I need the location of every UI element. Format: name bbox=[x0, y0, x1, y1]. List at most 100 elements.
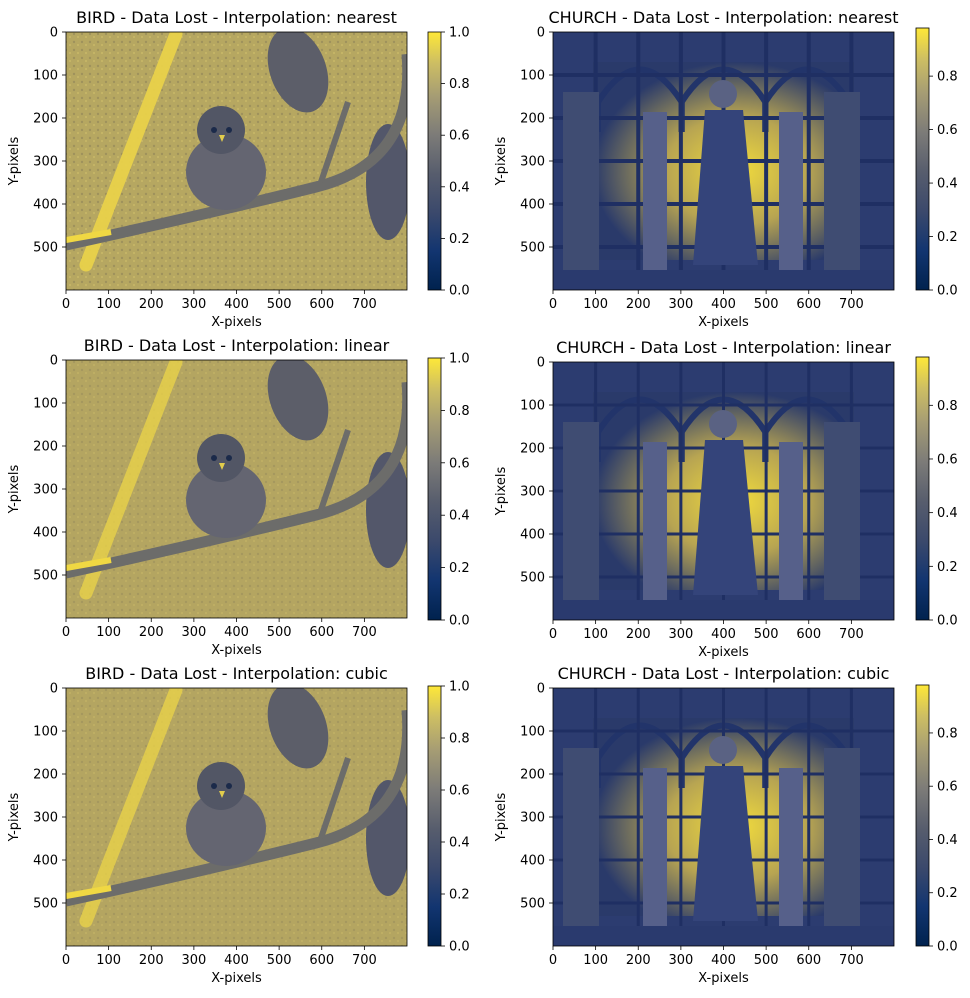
x-tick-label: 200 bbox=[139, 953, 164, 968]
colorbar-tick-label: 0.8 bbox=[449, 732, 470, 747]
subplot-2: CHURCH - Data Lost - Interpolation: near… bbox=[494, 8, 958, 330]
chart-title: BIRD - Data Lost - Interpolation: neares… bbox=[76, 8, 397, 27]
image-pillar bbox=[563, 748, 599, 946]
y-tick-label: 400 bbox=[520, 198, 545, 213]
colorbar-tick-label: 0.8 bbox=[449, 77, 470, 92]
image-figure-head bbox=[709, 80, 737, 108]
image-bird-eye bbox=[226, 783, 232, 789]
y-tick-label: 500 bbox=[33, 241, 58, 256]
colorbar-tick-label: 0.8 bbox=[937, 726, 958, 741]
y-tick-label: 200 bbox=[520, 768, 545, 783]
image-bird-eye bbox=[226, 127, 232, 133]
x-tick-label: 700 bbox=[352, 953, 377, 968]
colorbar-tick-label: 1.0 bbox=[449, 26, 470, 41]
subplot-3: BIRD - Data Lost - Interpolation: linear… bbox=[7, 336, 470, 658]
x-tick-label: 700 bbox=[352, 625, 377, 640]
colorbar-tick-label: 0.8 bbox=[449, 404, 470, 419]
x-tick-label: 0 bbox=[549, 297, 557, 312]
x-tick-label: 100 bbox=[583, 297, 608, 312]
x-tick-label: 300 bbox=[181, 953, 206, 968]
y-tick-label: 200 bbox=[520, 112, 545, 127]
y-tick-label: 400 bbox=[520, 854, 545, 869]
y-tick-label: 400 bbox=[520, 528, 545, 543]
y-tick-label: 500 bbox=[520, 571, 545, 586]
y-tick-label: 100 bbox=[520, 725, 545, 740]
image-pillar bbox=[824, 748, 860, 946]
image-pillar bbox=[563, 92, 599, 290]
x-tick-label: 400 bbox=[711, 953, 736, 968]
y-tick-label: 300 bbox=[33, 483, 58, 498]
x-tick-label: 300 bbox=[181, 625, 206, 640]
y-axis-label: Y-pixels bbox=[494, 136, 509, 186]
colorbar-tick-label: 0.0 bbox=[449, 940, 470, 955]
y-tick-label: 0 bbox=[537, 682, 545, 697]
x-axis-label: X-pixels bbox=[211, 971, 262, 986]
y-axis-label: Y-pixels bbox=[494, 466, 509, 516]
subplot-4: CHURCH - Data Lost - Interpolation: line… bbox=[494, 338, 958, 660]
x-tick-label: 400 bbox=[224, 953, 249, 968]
image-figure-head bbox=[709, 410, 737, 438]
image-pillar bbox=[779, 112, 803, 290]
colorbar-tick-label: 0.6 bbox=[937, 452, 958, 467]
colorbar-tick-label: 0.4 bbox=[449, 509, 470, 524]
x-tick-label: 600 bbox=[309, 953, 334, 968]
image-bird-eye bbox=[211, 455, 217, 461]
y-tick-label: 400 bbox=[33, 526, 58, 541]
y-tick-label: 300 bbox=[33, 155, 58, 170]
chart-title: CHURCH - Data Lost - Interpolation: near… bbox=[549, 8, 899, 27]
x-tick-label: 700 bbox=[839, 297, 864, 312]
colorbar-tick-label: 0.6 bbox=[937, 123, 958, 138]
x-tick-label: 0 bbox=[62, 953, 70, 968]
y-axis-label: Y-pixels bbox=[7, 792, 22, 842]
x-tick-label: 600 bbox=[796, 953, 821, 968]
chart-title: CHURCH - Data Lost - Interpolation: cubi… bbox=[558, 664, 890, 683]
subplot-1: BIRD - Data Lost - Interpolation: neares… bbox=[7, 8, 470, 330]
y-tick-label: 300 bbox=[520, 155, 545, 170]
colorbar-tick-label: 1.0 bbox=[449, 680, 470, 695]
colorbar-tick-label: 0.2 bbox=[937, 886, 958, 901]
heatmap-image bbox=[553, 688, 894, 946]
y-tick-label: 400 bbox=[33, 854, 58, 869]
x-tick-label: 500 bbox=[754, 953, 779, 968]
image-floor bbox=[553, 270, 894, 290]
chart-title: CHURCH - Data Lost - Interpolation: line… bbox=[556, 338, 891, 357]
y-tick-label: 100 bbox=[33, 725, 58, 740]
x-tick-label: 200 bbox=[626, 953, 651, 968]
colorbar-tick-label: 0.2 bbox=[449, 232, 470, 247]
y-tick-label: 400 bbox=[33, 198, 58, 213]
image-figure-head bbox=[709, 736, 737, 764]
x-tick-label: 700 bbox=[839, 627, 864, 642]
colorbar-tick-label: 0.8 bbox=[937, 399, 958, 414]
x-tick-label: 300 bbox=[668, 953, 693, 968]
image-floor bbox=[553, 926, 894, 946]
colorbar-tick-label: 0.2 bbox=[937, 230, 958, 245]
x-tick-label: 300 bbox=[668, 297, 693, 312]
colorbar-tick-label: 0.6 bbox=[449, 456, 470, 471]
x-tick-label: 400 bbox=[224, 297, 249, 312]
x-tick-label: 700 bbox=[352, 297, 377, 312]
x-tick-label: 0 bbox=[62, 297, 70, 312]
x-tick-label: 300 bbox=[181, 297, 206, 312]
image-pillar bbox=[643, 112, 667, 290]
y-tick-label: 0 bbox=[50, 682, 58, 697]
x-axis-label: X-pixels bbox=[211, 315, 262, 330]
colorbar bbox=[916, 28, 929, 290]
heatmap-image bbox=[66, 675, 410, 946]
x-tick-label: 100 bbox=[583, 627, 608, 642]
chart-title: BIRD - Data Lost - Interpolation: linear bbox=[84, 336, 390, 355]
subplot-6: CHURCH - Data Lost - Interpolation: cubi… bbox=[494, 664, 958, 986]
x-tick-label: 500 bbox=[267, 297, 292, 312]
image-pillar bbox=[643, 442, 667, 620]
colorbar-tick-label: 0.2 bbox=[449, 561, 470, 576]
x-tick-label: 600 bbox=[309, 625, 334, 640]
x-tick-label: 0 bbox=[549, 953, 557, 968]
colorbar-tick-label: 0.0 bbox=[449, 284, 470, 299]
image-floor bbox=[553, 600, 894, 620]
colorbar bbox=[428, 32, 441, 290]
y-tick-label: 300 bbox=[520, 485, 545, 500]
heatmap-image bbox=[66, 19, 410, 290]
colorbar bbox=[916, 685, 929, 946]
heatmap-image bbox=[66, 347, 410, 618]
image-bird-eye bbox=[211, 783, 217, 789]
